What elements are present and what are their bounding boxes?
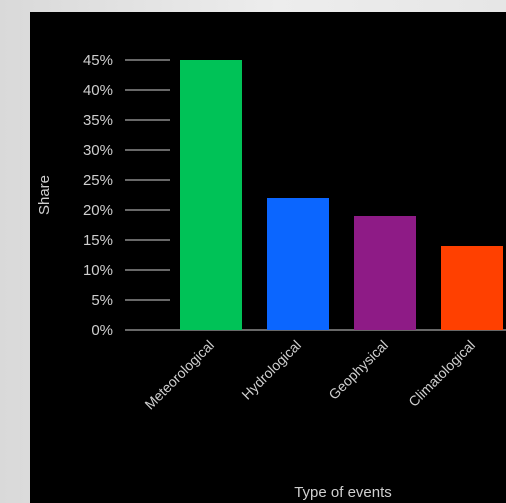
x-axis-title: Type of events [294,484,392,501]
bar-geophysical [354,216,416,330]
y-tick-label: 35% [83,112,113,129]
y-tick-label: 20% [83,202,113,219]
y-tick-label: 10% [83,262,113,279]
y-tick-label: 30% [83,142,113,159]
x-tick-label-hydrological: Hydrological [238,337,304,403]
bar-hydrological [267,198,329,330]
y-axis-title: Share [36,175,53,215]
y-tick-label: 15% [83,232,113,249]
y-axis-ticks: 0% 5% 10% 15% 20% 25% 30% 35% 40% 45% [83,52,170,339]
bar-chart: 0% 5% 10% 15% 20% 25% 30% 35% 40% 45% Meteorologi… [36,52,506,501]
y-tick-label: 45% [83,52,113,69]
y-tick-label: 0% [91,322,113,339]
x-axis-category-labels: Meteorological Hydrological Geophysical Cli… [141,337,478,413]
y-tick-label: 5% [91,292,113,309]
bars [180,60,503,330]
x-tick-label-meteorological: Meteorological [141,337,217,413]
x-tick-label-climatological: Climatological [405,337,478,410]
bar-meteorological [180,60,242,330]
y-tick-label: 40% [83,82,113,99]
x-tick-label-geophysical: Geophysical [325,337,391,403]
y-tick-label: 25% [83,172,113,189]
chart-panel: 0% 5% 10% 15% 20% 25% 30% 35% 40% 45% Meteorologi… [30,12,506,503]
bar-climatological [441,246,503,330]
